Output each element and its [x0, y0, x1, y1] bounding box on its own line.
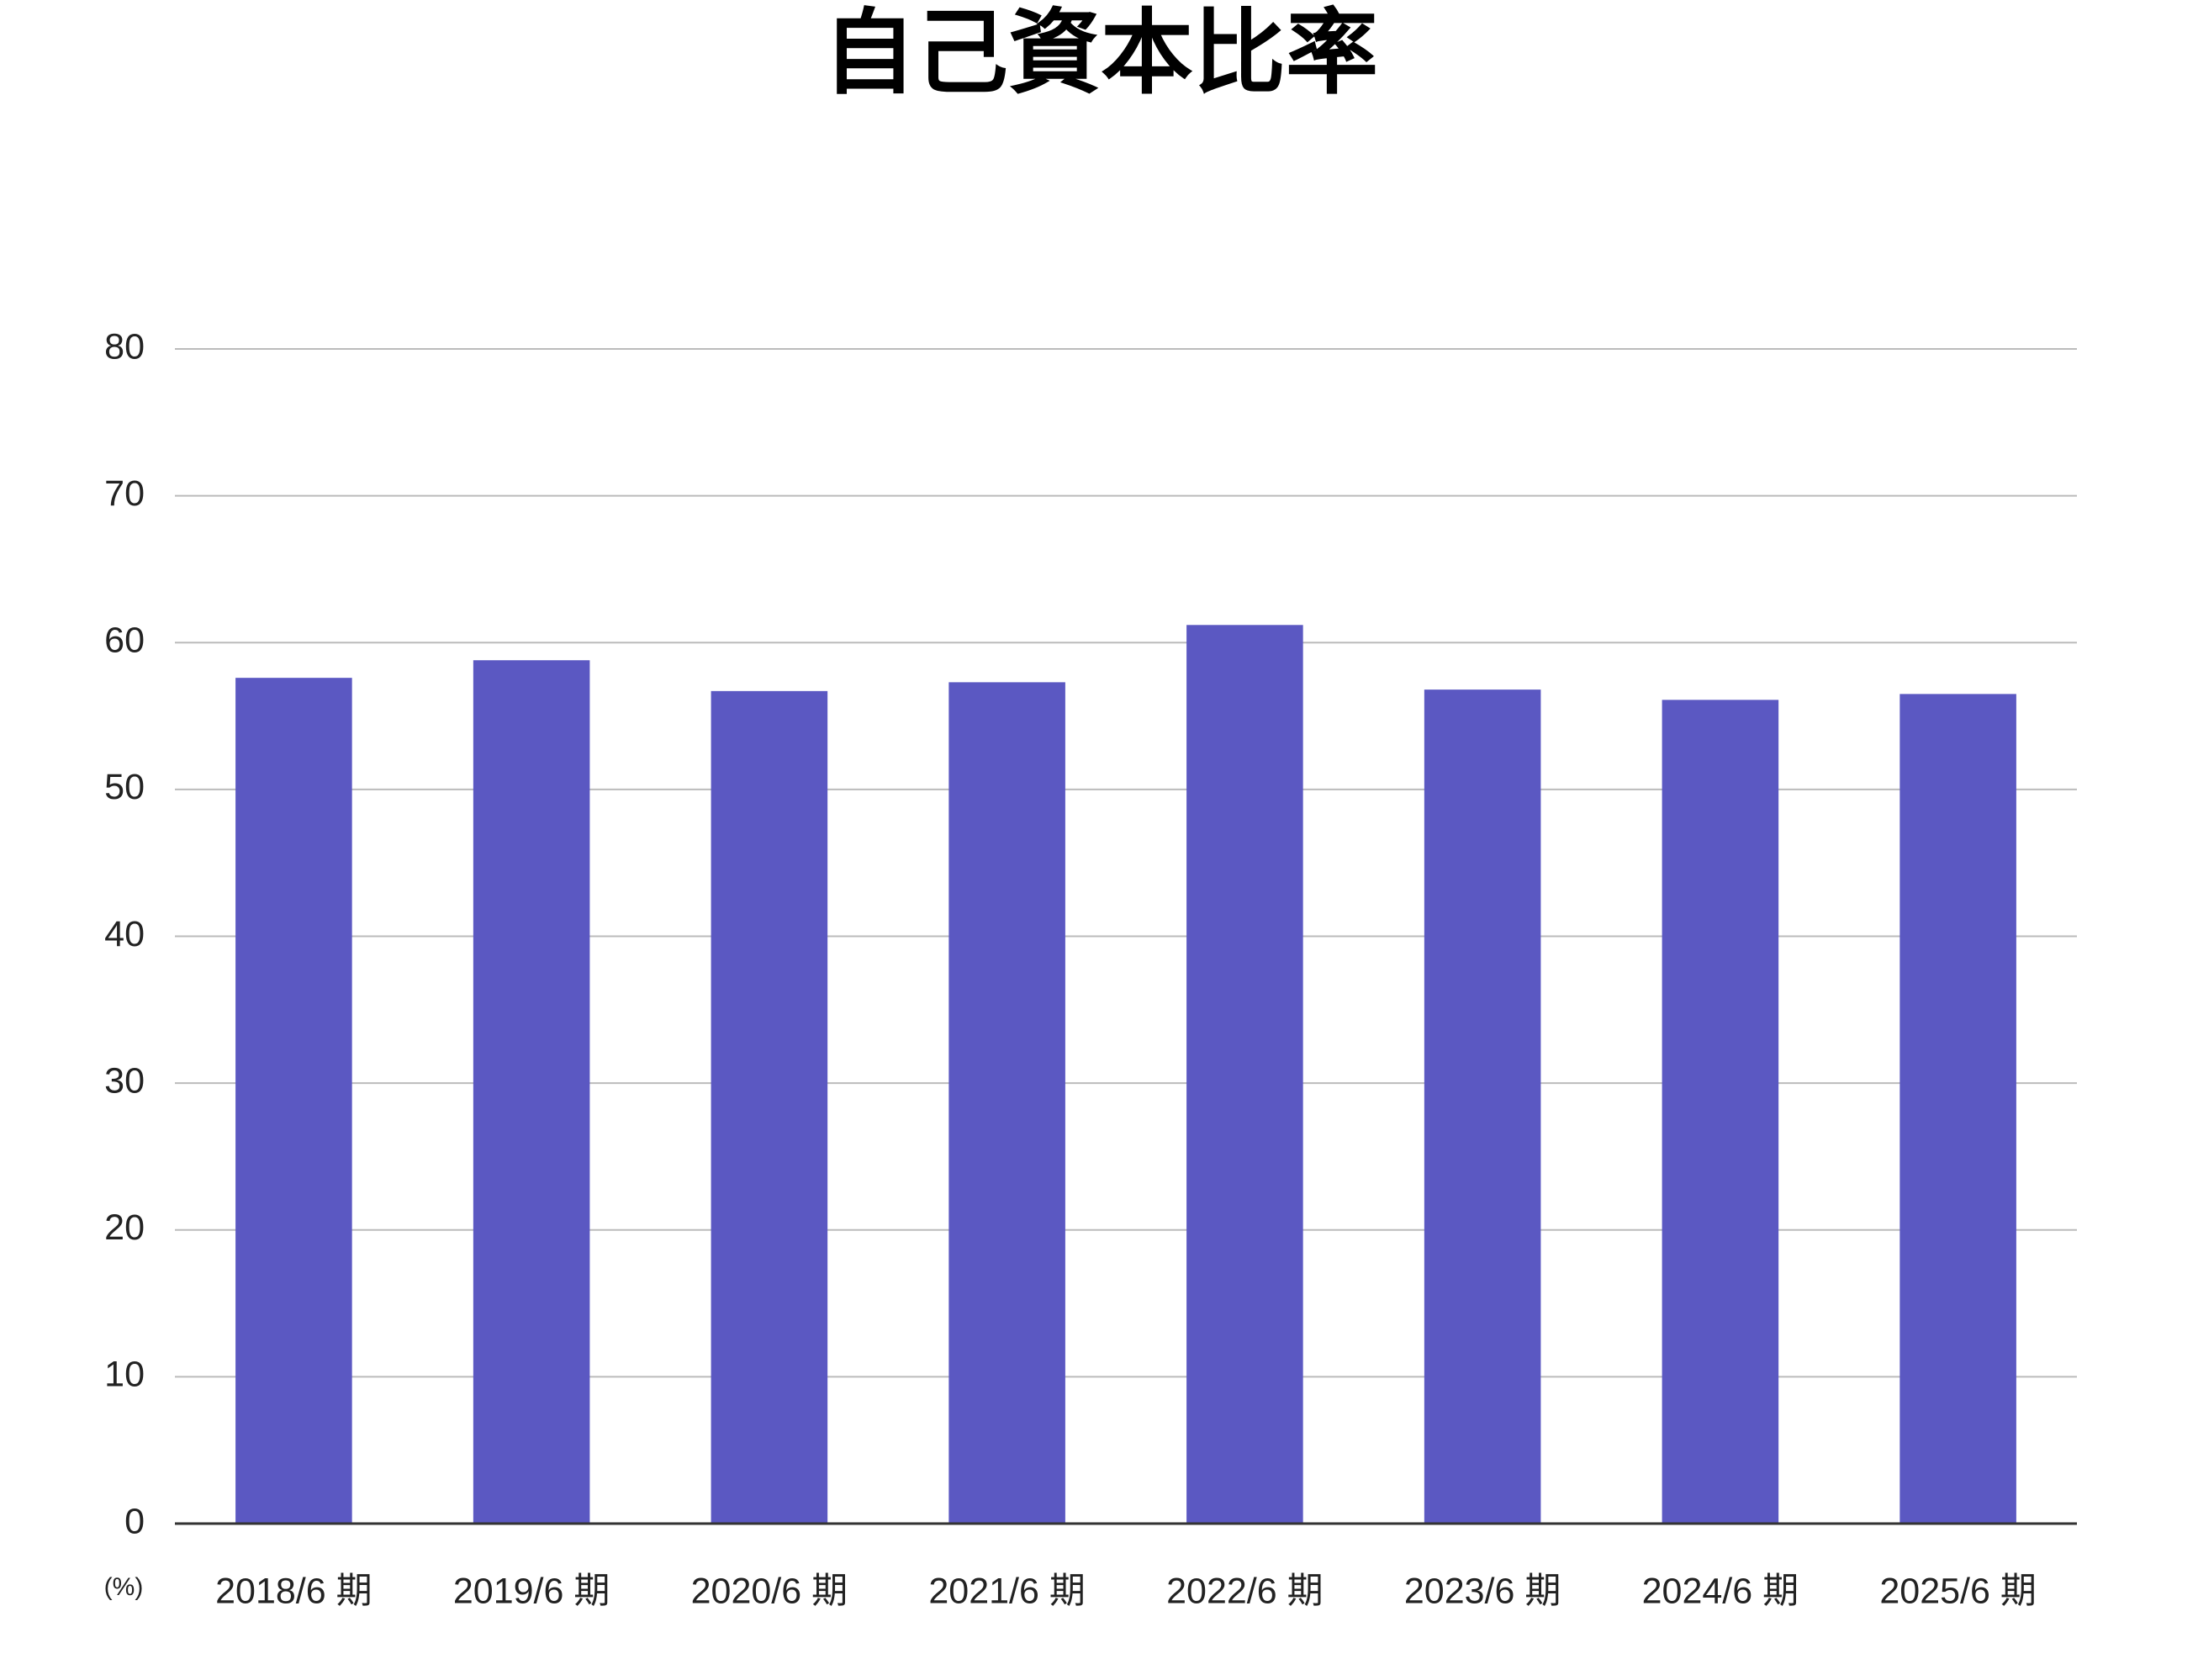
y-tick-label: 10 [104, 1355, 145, 1395]
bar [711, 690, 828, 1524]
x-tick-label: 2025/6 期 [1879, 1571, 2036, 1611]
bar [948, 682, 1065, 1524]
y-tick-label: 40 [104, 914, 145, 954]
y-tick-label: 60 [104, 621, 145, 661]
y-tick-label: 80 [104, 326, 145, 367]
bar [473, 660, 590, 1524]
y-tick-label: 70 [104, 473, 145, 514]
x-tick-label: 2018/6 期 [215, 1571, 372, 1611]
chart-title: 自己資本比率 [823, 2, 1378, 105]
y-tick-label: 0 [124, 1501, 145, 1541]
x-tick-label: 2023/6 期 [1404, 1571, 1561, 1611]
unit-label: (%) [104, 1573, 144, 1601]
x-tick-label: 2022/6 期 [1166, 1571, 1323, 1611]
bar [1899, 694, 2016, 1524]
y-tick-label: 50 [104, 767, 145, 807]
bar [1662, 700, 1779, 1524]
x-tick-label: 2021/6 期 [928, 1571, 1085, 1611]
x-tick-label: 2019/6 期 [453, 1571, 610, 1611]
x-tick-label: 2020/6 期 [691, 1571, 848, 1611]
y-tick-label: 20 [104, 1207, 145, 1248]
bar [235, 678, 352, 1524]
bar [1424, 689, 1541, 1524]
x-tick-label: 2024/6 期 [1642, 1571, 1799, 1611]
y-tick-label: 30 [104, 1060, 145, 1101]
bar [1186, 625, 1303, 1524]
